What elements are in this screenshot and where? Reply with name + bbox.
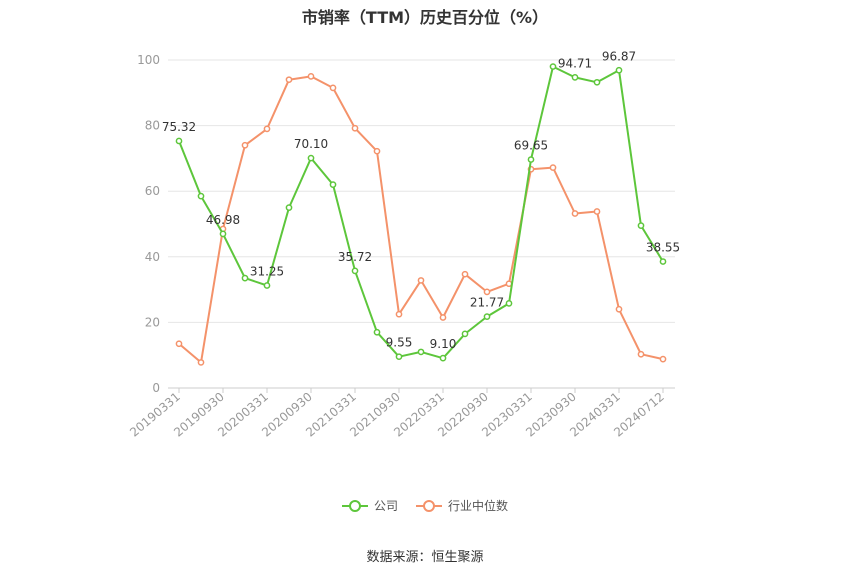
data-point-1: [571, 210, 579, 217]
data-point-1: [329, 84, 337, 92]
data-point-0: [659, 258, 667, 265]
legend-item-industry-median[interactable]: 行业中位数: [416, 497, 508, 514]
data-label: 31.25: [250, 265, 284, 279]
axis-layer: 0204060801002019033120190930202003312020…: [127, 53, 675, 440]
legend-label-company: 公司: [373, 499, 398, 513]
data-point-0: [219, 230, 227, 238]
data-point-0: [615, 66, 623, 74]
y-tick-label: 40: [145, 250, 160, 264]
data-point-0: [593, 78, 601, 86]
data-point-0: [285, 204, 293, 211]
data-label: 69.65: [514, 139, 548, 153]
data-point-1: [241, 141, 249, 149]
data-point-1: [175, 340, 183, 348]
data-point-0: [549, 63, 557, 70]
data-point-0: [241, 274, 249, 282]
grid-layer: [168, 59, 675, 323]
data-point-1: [659, 355, 667, 363]
data-point-0: [483, 313, 491, 320]
data-point-0: [329, 181, 337, 188]
data-point-1: [373, 147, 381, 155]
legend-item-company[interactable]: 公司: [341, 497, 398, 514]
data-point-1: [285, 76, 293, 84]
data-point-1: [549, 164, 557, 171]
chart-title: 市销率（TTM）历史百分位（%）: [301, 8, 549, 27]
data-point-1: [637, 350, 645, 358]
data-point-1: [439, 314, 447, 321]
series-layer: [175, 63, 667, 366]
data-label: 9.10: [430, 337, 457, 351]
legend: 公司 行业中位数: [0, 497, 850, 514]
data-label-layer: 75.32 46.98 31.25 70.10 35.72 9.55 9.10 21.77 69…: [162, 49, 680, 351]
data-point-0: [527, 156, 535, 163]
y-tick-label: 100: [137, 53, 160, 67]
data-label: 94.71: [558, 56, 592, 70]
y-tick-label: 80: [145, 119, 160, 133]
data-point-1: [461, 270, 469, 278]
data-label: 75.32: [162, 120, 196, 134]
legend-swatch-industry-median: [416, 499, 442, 513]
data-point-0: [461, 330, 469, 338]
data-label: 38.55: [646, 241, 680, 255]
data-point-0: [197, 192, 205, 200]
data-point-0: [505, 300, 513, 307]
data-point-0: [571, 74, 579, 81]
data-point-0: [351, 267, 359, 275]
data-point-0: [439, 354, 447, 362]
data-point-0: [417, 348, 425, 356]
source-note: 数据来源：恒生聚源: [366, 550, 484, 565]
legend-label-industry-median: 行业中位数: [448, 499, 509, 513]
data-point-1: [483, 288, 491, 296]
data-point-1: [395, 310, 403, 318]
data-point-0: [395, 353, 403, 361]
data-label: 70.10: [294, 137, 328, 151]
data-point-0: [263, 282, 271, 289]
data-point-0: [637, 222, 645, 229]
y-tick-label: 0: [152, 381, 160, 395]
data-point-0: [373, 328, 381, 336]
data-label: 46.98: [206, 213, 240, 227]
y-tick-label: 20: [145, 315, 160, 329]
data-point-0: [175, 137, 183, 145]
data-point-0: [307, 154, 315, 162]
data-point-1: [615, 305, 623, 313]
data-point-1: [593, 208, 601, 215]
data-point-1: [197, 359, 205, 366]
data-point-1: [351, 124, 359, 132]
series-line-1: [178, 75, 664, 364]
data-label: 21.77: [470, 296, 504, 310]
y-tick-label: 60: [145, 184, 160, 198]
data-point-1: [417, 277, 425, 284]
data-label: 9.55: [386, 336, 413, 350]
data-label: 96.87: [602, 49, 636, 63]
legend-swatch-company: [341, 499, 368, 513]
data-label: 35.72: [338, 250, 372, 264]
data-point-1: [307, 73, 315, 80]
data-point-1: [263, 125, 271, 133]
